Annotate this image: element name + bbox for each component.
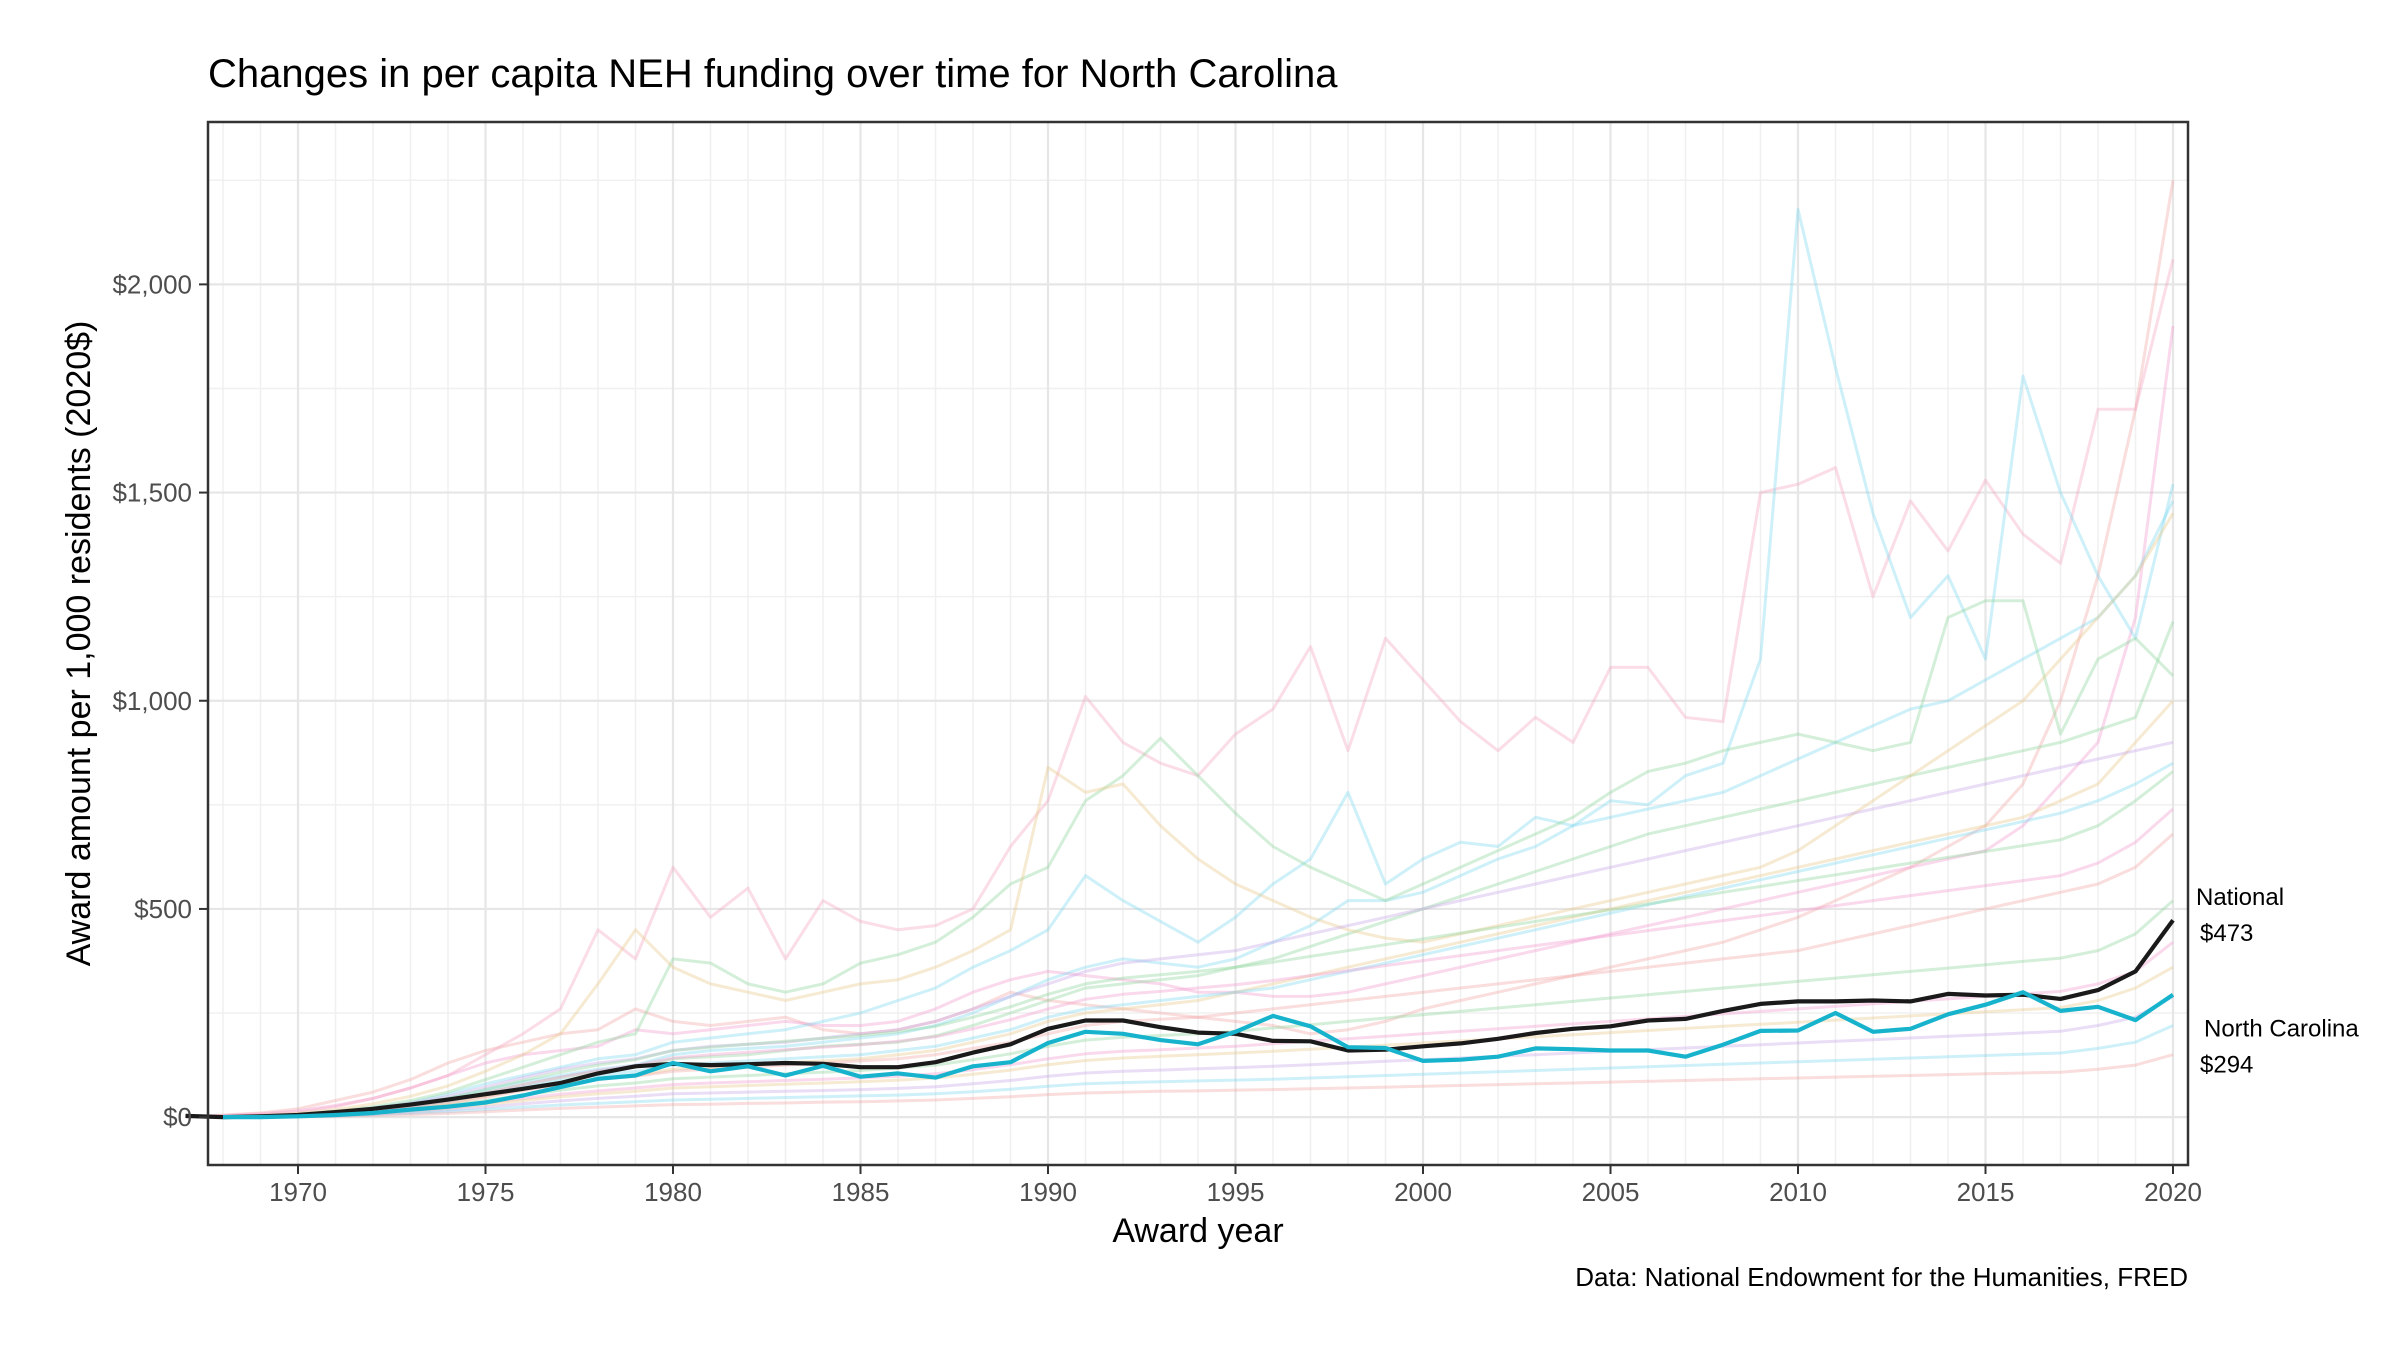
x-tick-label: 1980 xyxy=(644,1177,702,1207)
y-tick-label: $500 xyxy=(134,894,192,924)
state-series-line xyxy=(222,761,2174,1119)
panel-border xyxy=(206,120,2190,1167)
x-axis-label: Award year xyxy=(1112,1212,1283,1250)
x-tick-label: 1975 xyxy=(457,1177,515,1207)
state-series-line xyxy=(222,1053,2174,1119)
state-lines xyxy=(185,180,2175,1119)
state-series-line xyxy=(222,599,2175,1119)
x-axis: 1970 1975 1980 1985 1990 1995 2000 2005 2010 2015… xyxy=(269,1165,2202,1207)
y-tick-label: $0 xyxy=(163,1102,192,1132)
state-series-line xyxy=(222,807,2174,1119)
x-tick-label: 2010 xyxy=(1769,1177,1827,1207)
x-tick-label: 1990 xyxy=(1019,1177,1077,1207)
x-tick-label: 1985 xyxy=(832,1177,890,1207)
state-series-line xyxy=(222,995,2174,1119)
y-tick-label: $2,000 xyxy=(112,269,192,299)
state-series-line xyxy=(222,770,2174,1119)
state-series-line xyxy=(222,259,2175,1119)
series-end-labels: National $473 North Carolina $294 xyxy=(2196,884,2359,1079)
highlighted-lines xyxy=(185,918,2175,1120)
x-tick-label: 2000 xyxy=(1394,1177,1452,1207)
y-axis-label: Award amount per 1,000 residents (2020$) xyxy=(60,321,98,967)
y-axis: $0 $500 $1,000 $1,500 $2,000 xyxy=(112,269,208,1132)
north-carolina-series-line xyxy=(223,990,2175,1120)
source-caption: Data: National Endowment for the Humanit… xyxy=(1575,1262,2188,1292)
state-series-line xyxy=(185,325,2175,1119)
x-tick-label: 2005 xyxy=(1582,1177,1640,1207)
national-series-line xyxy=(185,918,2175,1120)
state-series-line xyxy=(222,941,2174,1119)
x-tick-label: 1970 xyxy=(269,1177,327,1207)
series-value-label: $294 xyxy=(2200,1052,2253,1079)
state-series-line xyxy=(222,512,2175,1119)
y-tick-label: $1,500 xyxy=(112,478,192,508)
series-value-label: $473 xyxy=(2200,920,2253,947)
x-tick-label: 2020 xyxy=(2144,1177,2202,1207)
y-tick-label: $1,000 xyxy=(112,686,192,716)
state-series-line xyxy=(222,621,2175,1119)
series-name-label: North Carolina xyxy=(2204,1016,2359,1043)
x-tick-label: 1995 xyxy=(1207,1177,1265,1207)
state-series-line xyxy=(222,207,2175,1119)
state-series-line xyxy=(185,180,2175,1119)
state-series-line xyxy=(222,1024,2174,1119)
state-series-line xyxy=(222,740,2174,1119)
minor-gridlines xyxy=(208,122,2188,1165)
series-name-label: National xyxy=(2196,884,2284,911)
chart-title: Changes in per capita NEH funding over t… xyxy=(208,52,1338,96)
state-series-line xyxy=(222,500,2175,1119)
x-tick-label: 2015 xyxy=(1957,1177,2015,1207)
major-gridlines xyxy=(208,122,2188,1165)
